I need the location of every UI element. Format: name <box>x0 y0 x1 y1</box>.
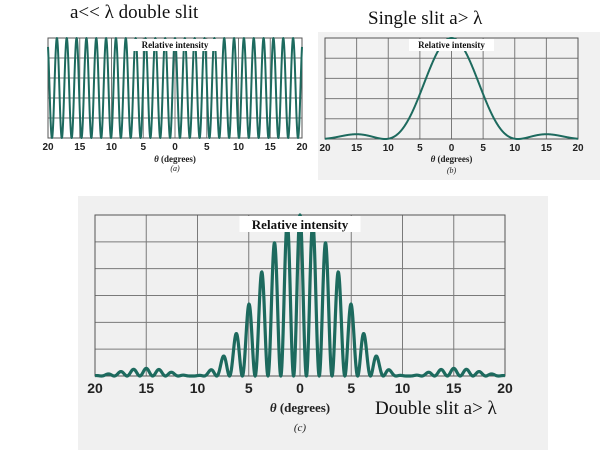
caption-single-slit: Single slit a> λ <box>368 8 483 29</box>
chart-b-grid <box>324 37 579 140</box>
x-tick-label: 20 <box>572 143 584 154</box>
x-tick-label: 15 <box>351 143 363 154</box>
x-tick-label: 5 <box>140 142 146 153</box>
x-tick-label: 10 <box>106 142 118 153</box>
x-tick-label: 5 <box>245 380 253 396</box>
x-tick-label: 20 <box>296 142 308 153</box>
x-tick-label: 10 <box>395 380 411 396</box>
x-tick-label: 5 <box>347 380 355 396</box>
panel-label: (c) <box>294 422 307 434</box>
chart-title: Relative intensity <box>418 40 485 50</box>
x-tick-label: 10 <box>509 143 521 154</box>
x-tick-label: 20 <box>42 142 54 153</box>
title-backdrop <box>132 39 218 51</box>
x-tick-label: 15 <box>541 143 553 154</box>
chart-a-intensity-curve <box>47 37 303 139</box>
x-tick-label: 10 <box>233 142 245 153</box>
x-axis-label: θ (degrees) <box>431 154 473 164</box>
x-tick-label: 15 <box>265 142 277 153</box>
chart-c: Relative intensity 20 15 10 5 0 5 10 15 20 θ (degr… <box>87 213 513 434</box>
panel-label: (b) <box>447 166 457 175</box>
x-tick-label: 20 <box>319 143 331 154</box>
x-axis-label: θ (degrees) <box>270 400 330 415</box>
chart-c-grid <box>94 214 506 377</box>
chart-title: Relative intensity <box>142 40 209 50</box>
x-tick-label: 20 <box>87 380 103 396</box>
caption-double-slit-large: Double slit a> λ <box>375 398 497 419</box>
x-tick-label: 5 <box>480 143 486 154</box>
panel-b-background <box>318 32 600 180</box>
caption-double-slit-small: a<< λ double slit <box>70 2 199 23</box>
x-axis-label: θ (degrees) <box>154 154 196 164</box>
chart-a: Relative intensity 20 15 10 5 0 5 10 15 20 θ (degr… <box>42 37 308 173</box>
chart-title: Relative intensity <box>252 217 349 232</box>
chart-b-intensity-curve <box>324 37 579 140</box>
x-tick-label: 15 <box>138 380 154 396</box>
x-tick-label: 0 <box>449 143 455 154</box>
x-tick-label: 0 <box>296 380 304 396</box>
x-tick-label: 0 <box>172 142 178 153</box>
x-tick-label: 20 <box>497 380 513 396</box>
panel-label: (a) <box>170 164 180 173</box>
x-tick-label: 15 <box>446 380 462 396</box>
chart-b: Relative intensity 20 15 10 5 0 5 10 15 20 θ (degr… <box>319 37 584 175</box>
title-backdrop <box>239 216 361 232</box>
x-tick-label: 5 <box>204 142 210 153</box>
chart-c-intensity-curve <box>93 213 507 378</box>
x-tick-label: 10 <box>190 380 206 396</box>
x-tick-label: 5 <box>417 143 423 154</box>
x-tick-label: 15 <box>74 142 86 153</box>
title-backdrop <box>409 39 494 51</box>
x-tick-label: 10 <box>383 143 395 154</box>
